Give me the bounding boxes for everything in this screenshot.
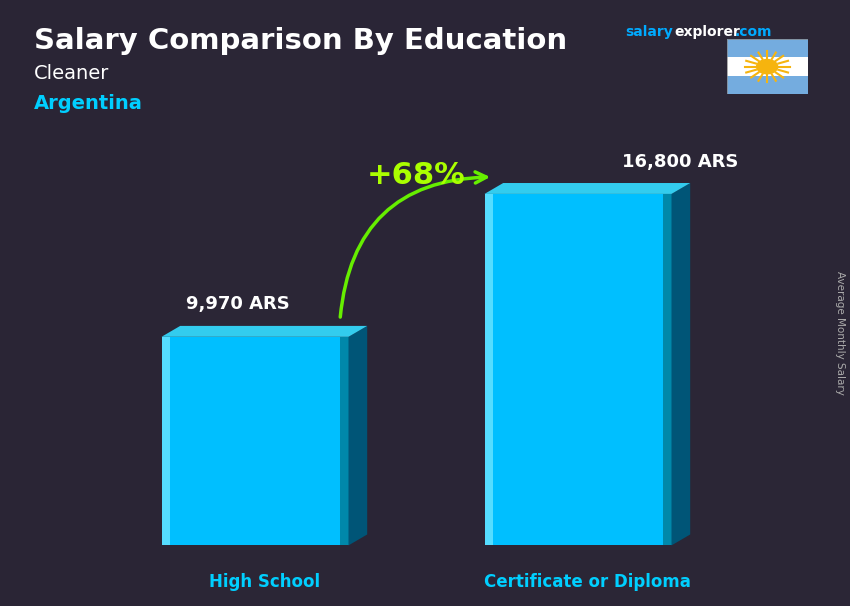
Polygon shape: [162, 326, 367, 337]
Text: 16,800 ARS: 16,800 ARS: [622, 153, 738, 171]
Text: salary: salary: [625, 25, 672, 39]
Text: Argentina: Argentina: [34, 94, 143, 113]
Polygon shape: [162, 337, 170, 545]
Polygon shape: [484, 194, 672, 545]
FancyBboxPatch shape: [0, 0, 170, 606]
Text: +68%: +68%: [367, 161, 466, 190]
Text: Average Monthly Salary: Average Monthly Salary: [835, 271, 845, 395]
Text: Certificate or Diploma: Certificate or Diploma: [484, 573, 691, 591]
Polygon shape: [162, 337, 348, 545]
Text: 9,970 ARS: 9,970 ARS: [186, 295, 290, 313]
Polygon shape: [672, 183, 690, 545]
Text: Cleaner: Cleaner: [34, 64, 110, 82]
Circle shape: [756, 59, 778, 74]
Polygon shape: [663, 194, 672, 545]
FancyBboxPatch shape: [680, 0, 850, 606]
Text: Salary Comparison By Education: Salary Comparison By Education: [34, 27, 567, 55]
Text: explorer: explorer: [674, 25, 740, 39]
Text: .com: .com: [734, 25, 772, 39]
Polygon shape: [340, 337, 348, 545]
Polygon shape: [484, 183, 690, 194]
FancyBboxPatch shape: [510, 0, 680, 606]
Polygon shape: [348, 326, 367, 545]
Polygon shape: [484, 194, 493, 545]
Text: High School: High School: [209, 573, 320, 591]
FancyBboxPatch shape: [170, 0, 340, 606]
Bar: [727, 58, 808, 76]
FancyBboxPatch shape: [340, 0, 510, 606]
